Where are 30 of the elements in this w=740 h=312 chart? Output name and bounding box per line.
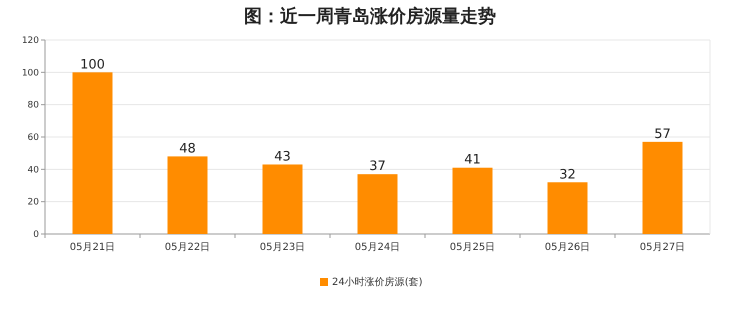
x-tick-label: 05月25日 xyxy=(450,242,496,253)
y-tick-label: 100 xyxy=(22,68,40,78)
y-tick-label: 40 xyxy=(28,165,40,176)
bar xyxy=(262,164,302,234)
bar xyxy=(642,142,682,234)
bar xyxy=(72,72,112,234)
x-tick-label: 05月26日 xyxy=(544,242,590,253)
data-label: 48 xyxy=(179,141,196,156)
data-label: 37 xyxy=(369,159,386,174)
data-label: 100 xyxy=(80,57,105,72)
y-tick-label: 60 xyxy=(28,133,40,143)
bar xyxy=(358,174,398,234)
data-label: 43 xyxy=(274,149,291,164)
x-tick-label: 05月22日 xyxy=(164,242,210,253)
bar xyxy=(452,168,492,234)
data-label: 57 xyxy=(654,126,671,142)
x-tick-label: 05月21日 xyxy=(70,242,116,253)
x-tick-label: 05月24日 xyxy=(354,242,400,253)
x-tick-label: 05月23日 xyxy=(260,242,306,253)
x-tick-label: 05月27日 xyxy=(640,242,686,253)
y-tick-label: 20 xyxy=(28,198,40,208)
legend-label: 24小时涨价房源(套) xyxy=(332,276,423,288)
y-tick-label: 120 xyxy=(22,36,40,46)
chart-title: 图：近一周青岛涨价房源量走势 xyxy=(244,6,496,27)
bar xyxy=(548,182,588,234)
data-label: 41 xyxy=(464,152,481,168)
data-label: 32 xyxy=(559,167,576,182)
bar xyxy=(168,156,208,234)
y-tick-label: 0 xyxy=(33,230,40,240)
y-tick-label: 80 xyxy=(28,100,40,111)
